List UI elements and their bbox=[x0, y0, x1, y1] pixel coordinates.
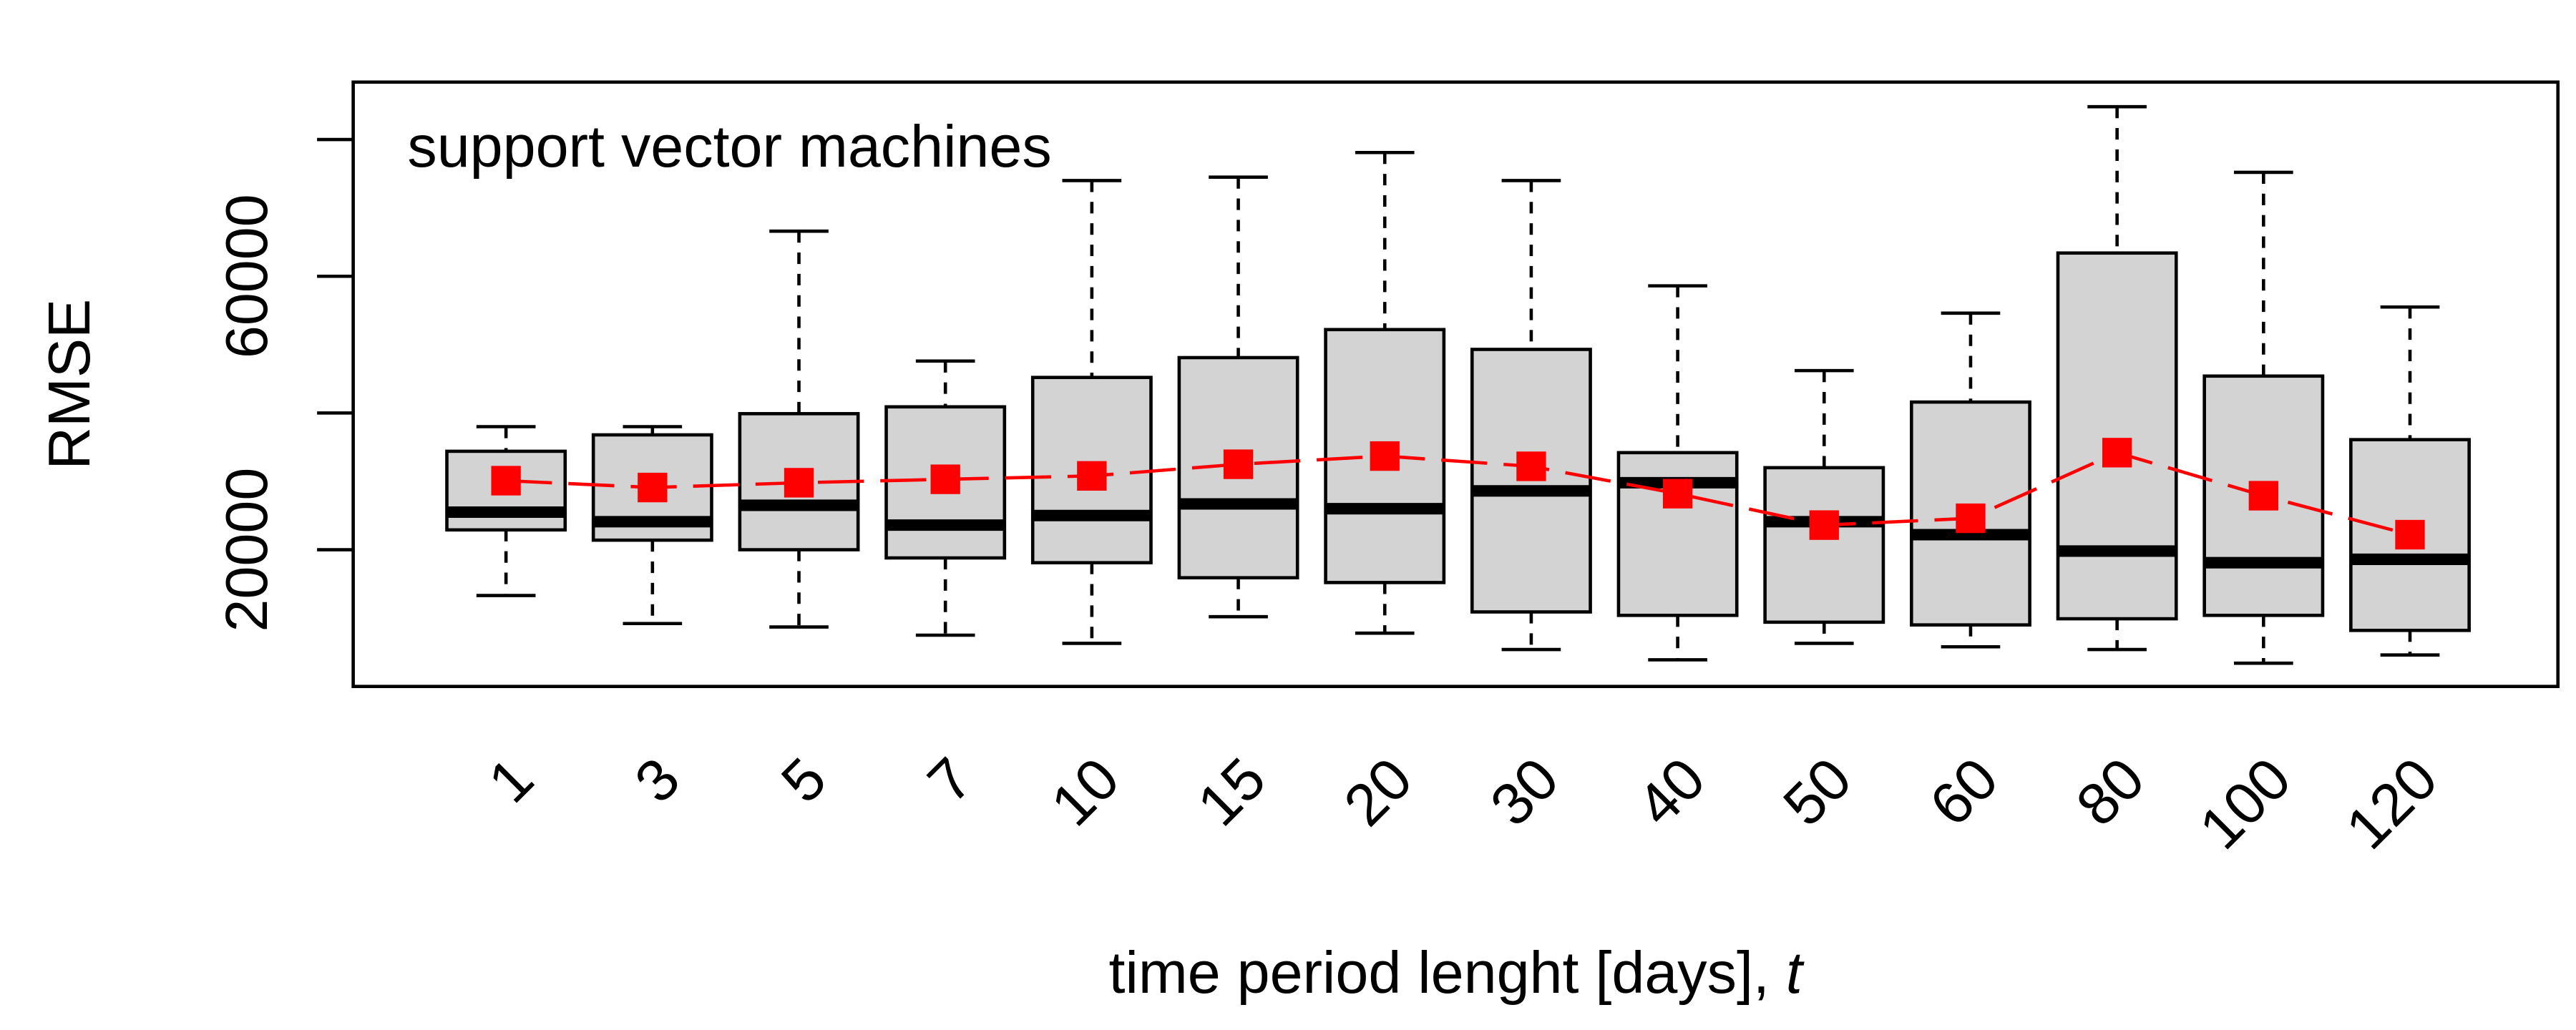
plot-frame bbox=[351, 80, 2560, 688]
x-axis-label-var: t bbox=[1786, 939, 1805, 1006]
mean-marker bbox=[1956, 503, 1986, 534]
mean-marker bbox=[491, 466, 521, 496]
x-tick-label: 60 bbox=[1917, 745, 2011, 838]
x-tick-label: 100 bbox=[2187, 745, 2303, 861]
mean-marker bbox=[784, 468, 814, 498]
mean-marker bbox=[1662, 479, 1693, 509]
box bbox=[2056, 251, 2178, 621]
x-tick-label: 30 bbox=[1478, 745, 1571, 838]
x-tick-label: 120 bbox=[2333, 745, 2449, 861]
x-tick-label: 5 bbox=[769, 745, 839, 815]
mean-marker bbox=[1077, 461, 1107, 491]
mean-marker bbox=[1516, 451, 1546, 481]
x-tick-label: 40 bbox=[1624, 745, 1718, 838]
mean-line bbox=[506, 451, 2411, 536]
x-tick-label: 15 bbox=[1185, 745, 1279, 838]
mean-marker bbox=[2102, 438, 2132, 468]
y-tick-label: 60000 bbox=[213, 194, 280, 358]
y-axis-label: RMSE bbox=[36, 299, 102, 470]
x-axis-label-text: time period lenght [days], bbox=[1109, 939, 1770, 1006]
x-tick-label: 20 bbox=[1331, 745, 1425, 838]
x-tick-label: 1 bbox=[476, 745, 546, 815]
mean-marker bbox=[2248, 481, 2278, 511]
mean-marker bbox=[638, 472, 668, 503]
x-tick-label: 7 bbox=[915, 745, 985, 815]
x-tick-label: 3 bbox=[622, 745, 692, 815]
mean-marker bbox=[2395, 519, 2425, 550]
x-tick-label: 10 bbox=[1038, 745, 1132, 838]
mean-marker bbox=[1370, 441, 1400, 471]
x-axis-label: time period lenght [days], t bbox=[1109, 939, 1805, 1006]
mean-marker bbox=[930, 464, 960, 494]
mean-marker bbox=[1223, 449, 1254, 479]
x-tick-label: 50 bbox=[1770, 745, 1864, 838]
x-tick-label: 80 bbox=[2064, 745, 2157, 838]
y-tick-label: 20000 bbox=[213, 468, 280, 632]
box bbox=[1763, 466, 1885, 624]
chart-title: support vector machines bbox=[407, 113, 1051, 180]
mean-marker bbox=[1809, 510, 1839, 540]
